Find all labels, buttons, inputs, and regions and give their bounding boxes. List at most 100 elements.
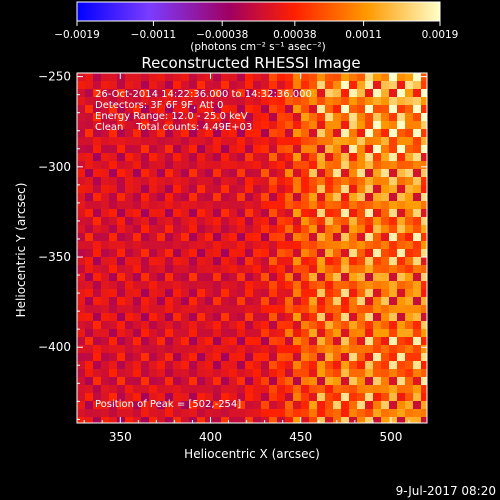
heatmap-cell — [389, 113, 397, 121]
heatmap-cell — [293, 113, 301, 121]
heatmap-cell — [269, 225, 277, 233]
heatmap-cell — [341, 345, 349, 353]
heatmap-cell — [405, 329, 413, 337]
heatmap-cell — [77, 265, 85, 273]
heatmap-cell — [237, 113, 245, 121]
heatmap-cell — [421, 217, 427, 225]
heatmap-cell — [413, 337, 421, 345]
heatmap-cell — [109, 177, 117, 185]
heatmap-cell — [365, 105, 373, 113]
heatmap-cell — [213, 377, 221, 385]
heatmap-cell — [373, 305, 381, 313]
heatmap-cell — [389, 225, 397, 233]
heatmap-cell — [237, 417, 245, 423]
heatmap-cell — [413, 161, 421, 169]
heatmap-cell — [165, 281, 173, 289]
heatmap-cell — [237, 73, 245, 81]
heatmap-cell — [253, 241, 261, 249]
heatmap-cell — [341, 361, 349, 369]
heatmap-cell — [325, 361, 333, 369]
heatmap-cell — [157, 209, 165, 217]
heatmap-cell — [229, 129, 237, 137]
heatmap-cell — [133, 177, 141, 185]
heatmap-cell — [381, 113, 389, 121]
y-axis-label: Heliocentric Y (arcsec) — [14, 183, 28, 318]
heatmap-cell — [173, 129, 181, 137]
heatmap-cell — [285, 305, 293, 313]
heatmap-cell — [189, 73, 197, 81]
heatmap-cell — [333, 377, 341, 385]
heatmap-cell — [381, 337, 389, 345]
heatmap-cell — [157, 153, 165, 161]
heatmap-cell — [101, 265, 109, 273]
heatmap-cell — [293, 345, 301, 353]
heatmap-cell — [261, 297, 269, 305]
heatmap-cell — [317, 273, 325, 281]
heatmap-cell — [293, 393, 301, 401]
y-tick-label: −400 — [38, 340, 71, 354]
heatmap-cell — [277, 185, 285, 193]
heatmap-cell — [397, 161, 405, 169]
heatmap-cell — [237, 193, 245, 201]
heatmap-cell — [325, 377, 333, 385]
heatmap-cell — [349, 329, 357, 337]
heatmap-cell — [205, 329, 213, 337]
heatmap-cell — [293, 97, 301, 105]
heatmap-cell — [165, 289, 173, 297]
heatmap-cell — [237, 385, 245, 393]
heatmap-cell — [365, 361, 373, 369]
heatmap-cell — [85, 273, 93, 281]
heatmap-cell — [301, 169, 309, 177]
heatmap-cell — [349, 193, 357, 201]
heatmap-cell — [421, 193, 427, 201]
heatmap-cell — [333, 289, 341, 297]
heatmap-cell — [101, 113, 109, 121]
heatmap-cell — [237, 201, 245, 209]
heatmap-cell — [277, 105, 285, 113]
heatmap-cell — [221, 361, 229, 369]
heatmap-cell — [413, 377, 421, 385]
heatmap-cell — [173, 121, 181, 129]
heatmap-cell — [333, 321, 341, 329]
heatmap-cell — [389, 161, 397, 169]
heatmap-cell — [141, 257, 149, 265]
heatmap-cell — [357, 177, 365, 185]
heatmap-cell — [109, 361, 117, 369]
heatmap-cell — [181, 241, 189, 249]
heatmap-cell — [269, 113, 277, 121]
heatmap-cell — [213, 89, 221, 97]
heatmap-cell — [389, 249, 397, 257]
heatmap-cell — [269, 401, 277, 409]
heatmap-cell — [245, 169, 253, 177]
heatmap-cell — [301, 153, 309, 161]
heatmap-cell — [117, 201, 125, 209]
heatmap-cell — [293, 417, 301, 423]
heatmap-cell — [237, 265, 245, 273]
heatmap-cell — [109, 385, 117, 393]
heatmap-cell — [421, 249, 427, 257]
heatmap-cell — [349, 105, 357, 113]
heatmap-cell — [237, 145, 245, 153]
heatmap-cell — [285, 233, 293, 241]
heatmap-cell — [133, 305, 141, 313]
heatmap-cell — [109, 153, 117, 161]
heatmap-cell — [237, 289, 245, 297]
heatmap-cell — [277, 361, 285, 369]
heatmap-cell — [261, 233, 269, 241]
heatmap-cell — [165, 393, 173, 401]
heatmap-cell — [189, 345, 197, 353]
heatmap-cell — [101, 209, 109, 217]
heatmap-cell — [285, 401, 293, 409]
heatmap-cell — [349, 201, 357, 209]
heatmap-cell — [269, 89, 277, 97]
heatmap-cell — [189, 321, 197, 329]
heatmap-cell — [141, 401, 149, 409]
heatmap-cell — [397, 121, 405, 129]
heatmap-cell — [245, 361, 253, 369]
heatmap-cell — [285, 153, 293, 161]
heatmap-cell — [109, 393, 117, 401]
heatmap-cell — [149, 409, 157, 417]
heatmap-cell — [237, 233, 245, 241]
heatmap-cell — [309, 305, 317, 313]
heatmap-cell — [285, 121, 293, 129]
